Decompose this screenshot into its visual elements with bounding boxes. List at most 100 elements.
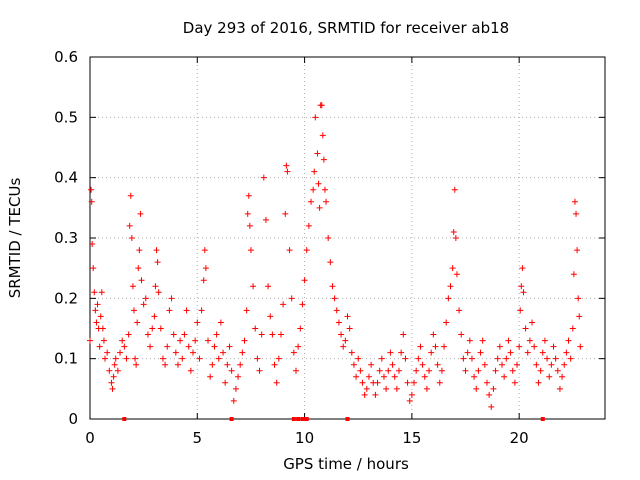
- zero-marker: [540, 417, 545, 421]
- data-point: [293, 367, 299, 374]
- data-point: [531, 343, 538, 350]
- data-point: [301, 277, 308, 284]
- data-point: [415, 355, 422, 362]
- data-point: [552, 355, 559, 362]
- data-point: [310, 186, 317, 193]
- data-point: [447, 283, 454, 290]
- data-point: [406, 397, 413, 404]
- data-point: [365, 373, 372, 380]
- data-point: [471, 373, 478, 380]
- data-point: [311, 168, 318, 175]
- data-point: [544, 355, 551, 362]
- data-point: [396, 367, 402, 374]
- data-point: [111, 361, 118, 368]
- data-point: [387, 349, 394, 356]
- x-tick-label: 5: [193, 429, 203, 447]
- data-point: [559, 373, 566, 380]
- data-point: [325, 235, 332, 241]
- data-point: [202, 265, 209, 272]
- y-tick-label: 0.3: [54, 229, 78, 247]
- data-point: [434, 361, 441, 368]
- data-point: [87, 337, 93, 344]
- data-point: [154, 259, 161, 266]
- data-point: [224, 361, 231, 368]
- data-point: [398, 349, 405, 356]
- data-point: [477, 349, 484, 356]
- data-point: [134, 319, 141, 326]
- data-point: [295, 343, 302, 350]
- data-point: [246, 222, 253, 229]
- data-point: [466, 337, 473, 344]
- data-point: [453, 271, 460, 278]
- data-point: [277, 331, 284, 338]
- data-point: [368, 361, 375, 368]
- data-point: [460, 355, 467, 362]
- data-point: [282, 210, 289, 217]
- data-point: [100, 337, 107, 344]
- zero-marker: [291, 417, 296, 421]
- data-point: [94, 301, 101, 308]
- data-point: [271, 361, 278, 368]
- data-points: [87, 102, 584, 410]
- data-point: [389, 361, 396, 368]
- data-point: [529, 319, 536, 326]
- data-point: [503, 355, 510, 362]
- data-point: [430, 331, 437, 338]
- data-point: [155, 289, 162, 296]
- data-point: [565, 337, 572, 344]
- data-point: [142, 295, 149, 302]
- data-point: [91, 289, 98, 296]
- data-point: [517, 307, 524, 314]
- data-point: [275, 355, 282, 362]
- data-point: [329, 283, 336, 290]
- data-point: [539, 349, 546, 356]
- data-point: [524, 349, 531, 356]
- data-point: [342, 337, 349, 344]
- data-point: [436, 379, 443, 386]
- data-point: [518, 283, 525, 290]
- data-point: [449, 265, 456, 272]
- data-point: [109, 385, 116, 392]
- y-tick-label: 0.6: [54, 48, 78, 66]
- data-point: [213, 331, 220, 338]
- data-point: [179, 355, 186, 362]
- data-point: [273, 379, 280, 386]
- data-point: [121, 343, 128, 350]
- x-axis-label: GPS time / hours: [283, 455, 409, 473]
- data-point: [570, 271, 577, 278]
- data-point: [112, 355, 119, 362]
- data-point: [333, 307, 340, 314]
- data-point: [128, 235, 135, 241]
- data-point: [561, 361, 568, 368]
- data-point: [164, 343, 171, 350]
- data-point: [241, 337, 248, 344]
- data-point: [501, 373, 508, 380]
- data-point: [438, 367, 445, 374]
- data-point: [250, 283, 257, 290]
- data-point: [319, 132, 326, 139]
- y-axis-label: SRMTID / TECUs: [6, 178, 24, 299]
- data-point: [239, 349, 246, 356]
- data-point: [577, 343, 584, 350]
- data-point: [548, 361, 555, 368]
- data-point: [230, 397, 237, 404]
- data-point: [391, 373, 398, 380]
- data-point: [335, 319, 342, 326]
- data-point: [509, 367, 516, 374]
- x-axis-ticks: 0 5 10 15 20: [85, 57, 529, 447]
- data-point: [265, 283, 272, 290]
- data-point: [357, 367, 364, 374]
- data-point: [129, 283, 136, 290]
- data-point: [153, 247, 160, 254]
- data-point: [413, 367, 420, 374]
- x-tick-label: 20: [510, 429, 529, 447]
- data-point: [245, 192, 252, 199]
- data-point: [102, 355, 109, 362]
- data-point: [286, 247, 293, 254]
- data-point: [157, 325, 164, 332]
- data-point: [92, 307, 99, 314]
- data-point: [385, 367, 392, 374]
- zero-marker: [345, 417, 350, 421]
- data-point: [177, 337, 184, 344]
